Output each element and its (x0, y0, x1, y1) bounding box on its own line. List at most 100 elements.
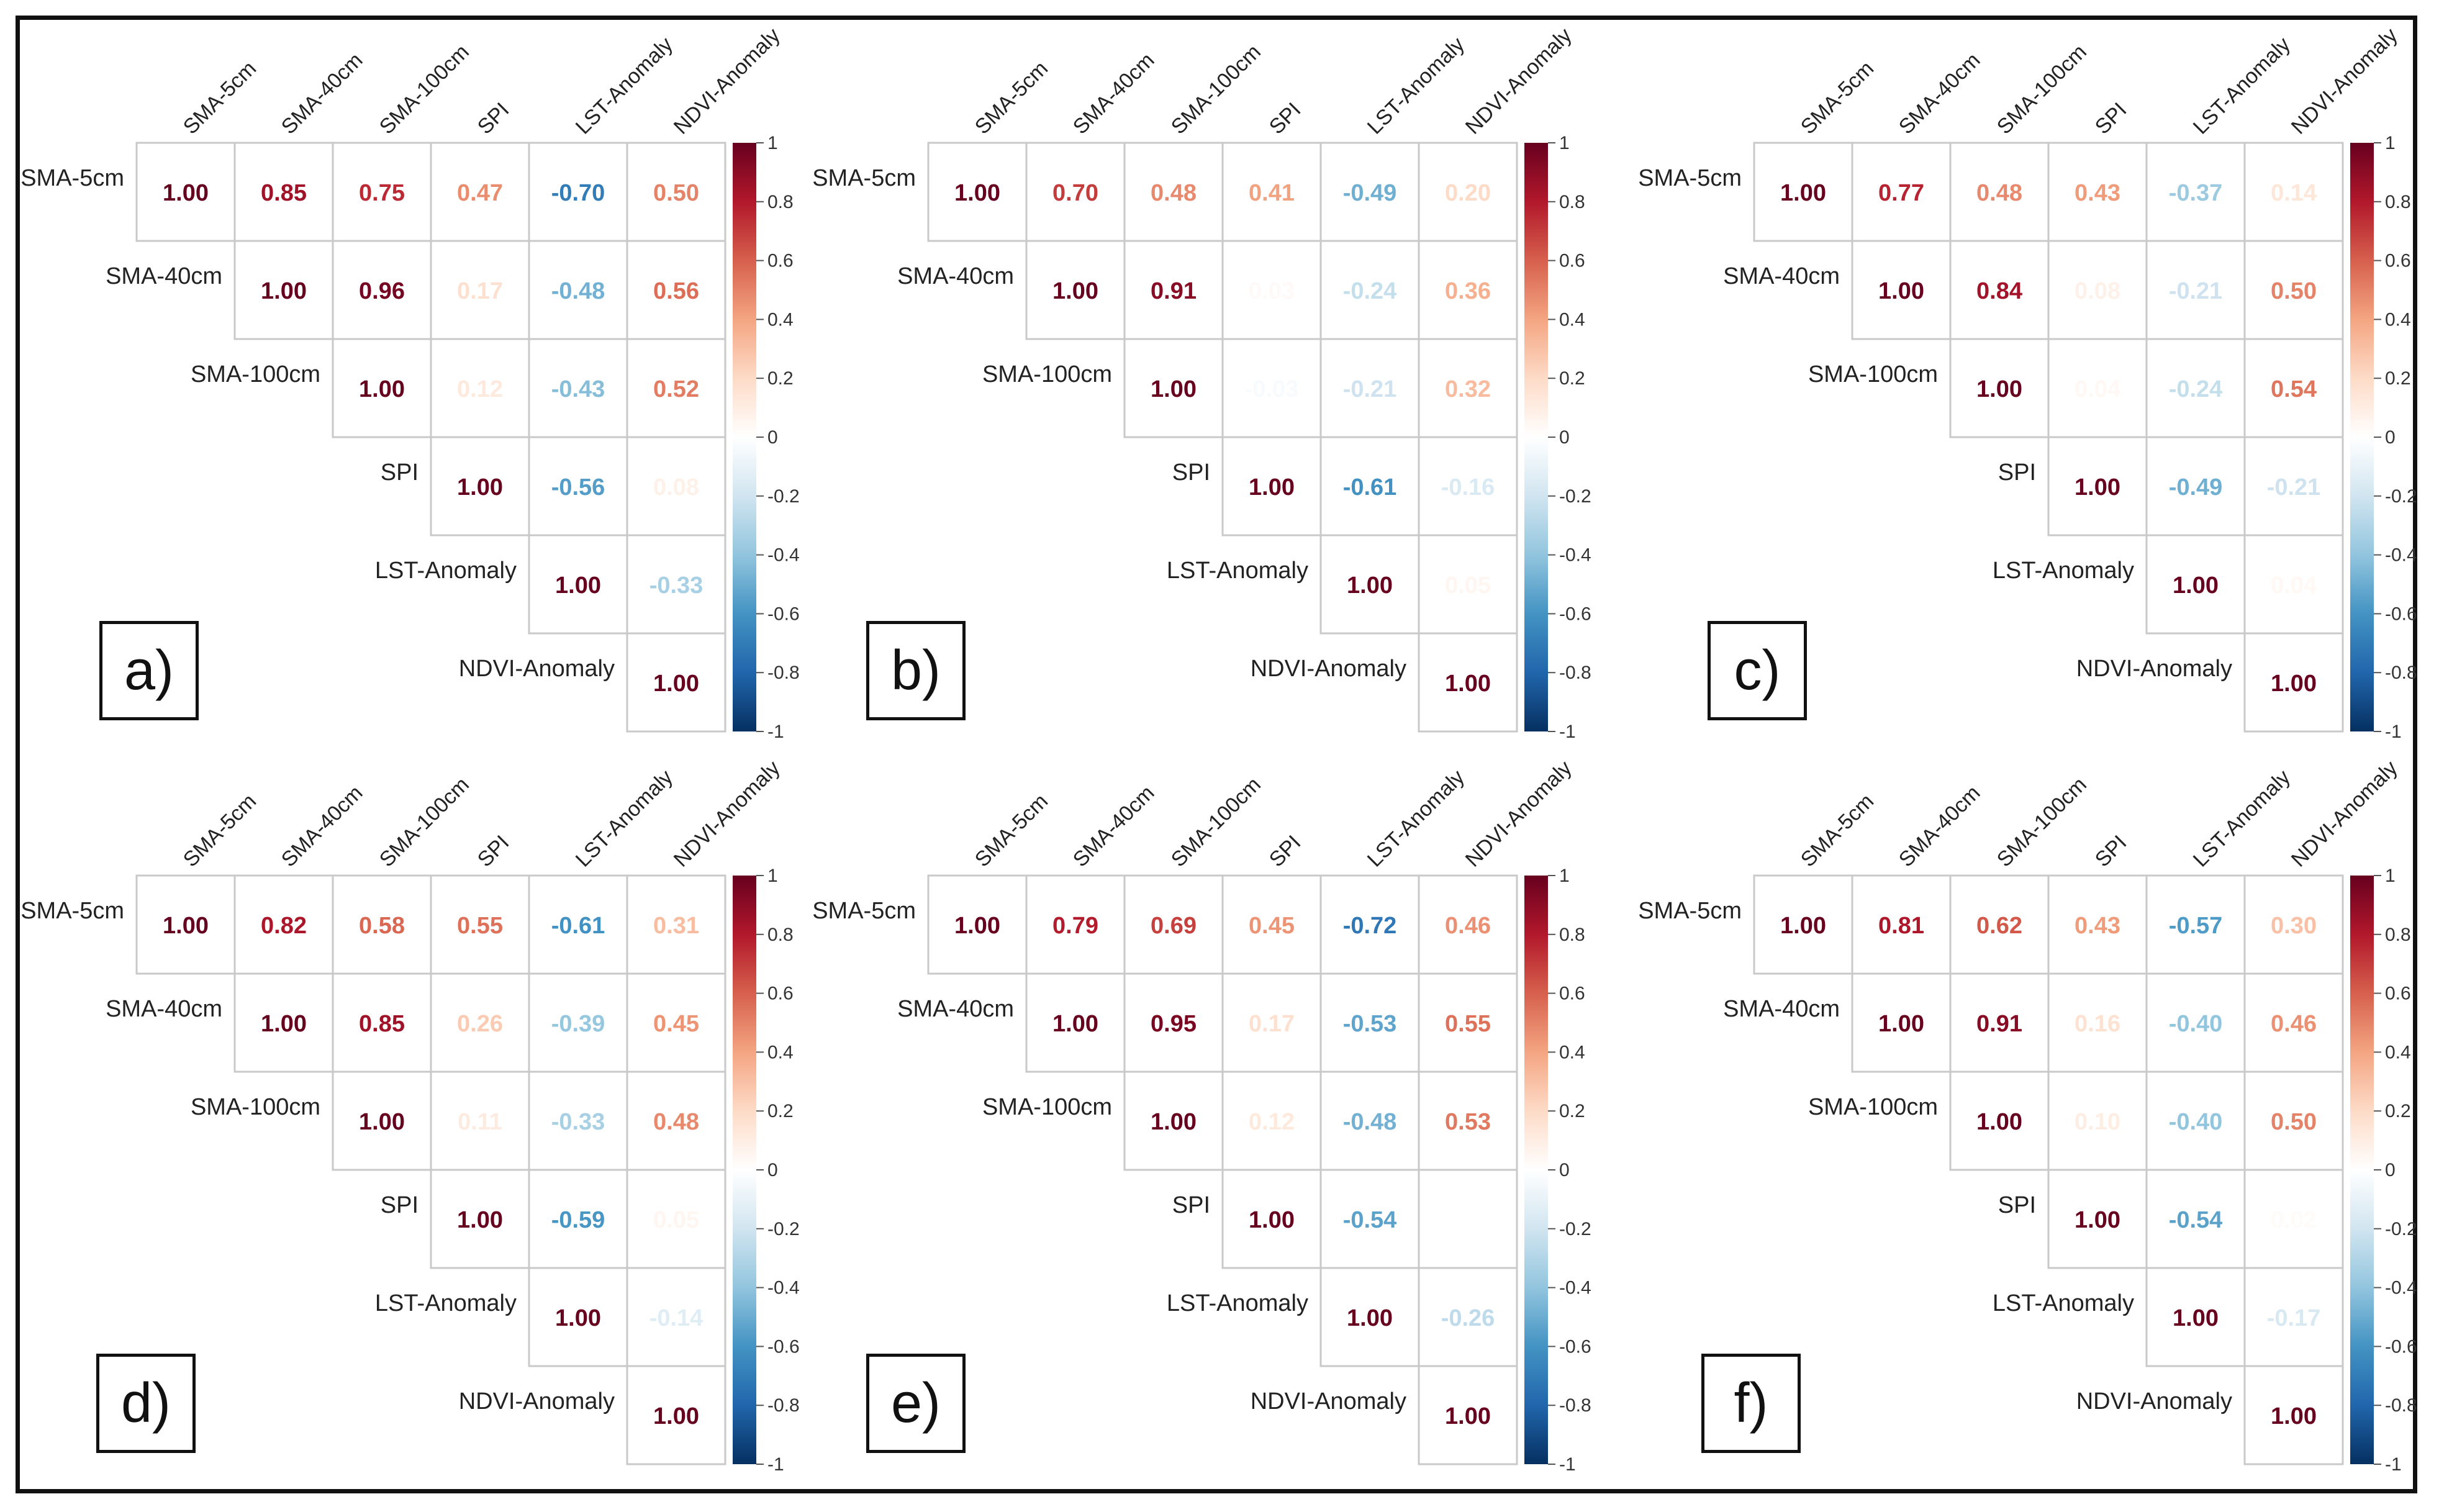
colorbar-tick-label: -0.4 (1559, 1278, 1591, 1298)
coefficient-value: 0.79 (1052, 913, 1098, 939)
grid-cell (1418, 1365, 1518, 1465)
coefficient-value: 1.00 (1052, 278, 1098, 304)
row-label: SMA-40cm (897, 996, 1014, 1022)
coefficient-value: 0.46 (1445, 913, 1491, 939)
colorbar-tick-label: 0.2 (767, 1101, 794, 1121)
coefficient-value: -0.21 (1343, 376, 1397, 402)
coefficient-value: 0.41 (1249, 180, 1295, 206)
row-label: SMA-5cm (1638, 898, 1742, 924)
column-label: SMA-5cm (1796, 57, 1878, 138)
coefficient-value: 1.00 (1780, 913, 1826, 939)
colorbar-tick-label: -0.2 (1559, 486, 1591, 507)
coefficient-value: 0.14 (2271, 180, 2317, 206)
column-label: SPI (473, 98, 514, 139)
colorbar-tick-label: -0.8 (1559, 1395, 1591, 1416)
coefficient-value: 0.85 (359, 1011, 405, 1037)
column-label: NDVI-Anomaly (2287, 24, 2402, 139)
colorbar-tick-label: -1 (767, 722, 784, 742)
colorbar-tick-label: -0.4 (2385, 545, 2417, 566)
column-label: SPI (1265, 98, 1306, 139)
colorbar-tick-label: -0.6 (1559, 604, 1591, 624)
panel-label: a) (99, 621, 199, 720)
row-label: SMA-5cm (812, 165, 916, 191)
coefficient-value: 1.00 (261, 1011, 307, 1037)
coefficient-value: 0.50 (2271, 1109, 2317, 1135)
row-label: SPI (381, 459, 419, 486)
colorbar-tick-label: -0.4 (1559, 545, 1591, 566)
coefficient-value: -0.43 (551, 376, 605, 402)
colorbar-tick-label: 0.2 (1559, 1101, 1585, 1121)
colorbar-tick-label: 0.6 (767, 251, 794, 271)
colorbar-tick-label: -0.4 (2385, 1278, 2417, 1298)
coefficient-value: 0.48 (653, 1109, 699, 1135)
coefficient-value: -0.59 (551, 1207, 605, 1233)
column-label: SMA-40cm (1894, 48, 1985, 139)
coefficient-value: 1.00 (1976, 1109, 2022, 1135)
colorbar-tick-label: 1 (2385, 866, 2396, 886)
coefficient-value: 0.55 (457, 913, 503, 939)
coefficient-value: 0.55 (1445, 1011, 1491, 1037)
row-label: LST-Anomaly (375, 1290, 517, 1316)
coefficient-value: 1.00 (359, 376, 405, 402)
colorbar (1524, 876, 1548, 1464)
coefficient-value: 0.95 (1151, 1011, 1197, 1037)
coefficient-value: -0.49 (1343, 180, 1397, 206)
panel-label: d) (96, 1354, 196, 1453)
coefficient-value: 0.00 (1445, 1207, 1491, 1233)
colorbar-tick-label: 0 (2385, 427, 2396, 448)
coefficient-value: 0.96 (359, 278, 405, 304)
coefficient-value: 1.00 (1445, 671, 1491, 697)
coefficient-value: 1.00 (2173, 573, 2219, 599)
column-label: SMA-100cm (1167, 40, 1265, 139)
coefficient-value: 1.00 (1878, 1011, 1924, 1037)
row-label: SMA-40cm (897, 263, 1014, 289)
coefficient-value: -0.24 (2169, 376, 2223, 402)
column-label: SMA-40cm (277, 48, 368, 139)
row-label: SMA-40cm (1723, 996, 1840, 1022)
column-label: SMA-100cm (1993, 40, 2091, 139)
row-label: SMA-40cm (1723, 263, 1840, 289)
coefficient-value: -0.33 (551, 1109, 605, 1135)
colorbar-tick-label: -0.6 (2385, 604, 2417, 624)
row-label: SMA-100cm (982, 361, 1112, 387)
row-label: NDVI-Anomaly (1251, 656, 1406, 682)
coefficient-value: 0.02 (2271, 1207, 2317, 1233)
coefficient-value: -0.48 (1343, 1109, 1397, 1135)
coefficient-value: 0.77 (1878, 180, 1924, 206)
colorbar-tick-label: 0.8 (1559, 192, 1585, 212)
column-label: SMA-5cm (971, 57, 1052, 138)
row-label: SMA-100cm (191, 1094, 320, 1120)
panel-label: f) (1701, 1354, 1801, 1453)
colorbar-tick-label: 0.6 (2385, 984, 2411, 1004)
coefficient-value: 0.04 (2271, 573, 2317, 599)
colorbar-tick-label: 0.6 (1559, 984, 1585, 1004)
grid-cell (626, 632, 726, 733)
coefficient-value: -0.26 (1441, 1305, 1495, 1331)
coefficient-value: -0.57 (2169, 913, 2223, 939)
coefficient-value: -0.61 (551, 913, 605, 939)
coefficient-value: 1.00 (2173, 1305, 2219, 1331)
colorbar-tick-label: -0.6 (2385, 1336, 2417, 1357)
colorbar-tick-label: -1 (1559, 1454, 1576, 1475)
column-label: SMA-100cm (375, 773, 474, 872)
coefficient-value: 0.08 (2075, 278, 2120, 304)
column-label: SMA-40cm (1069, 781, 1159, 872)
coefficient-value: 1.00 (1780, 180, 1826, 206)
panel-label: e) (866, 1354, 966, 1453)
coefficient-value: -0.03 (1245, 376, 1299, 402)
coefficient-value: 0.48 (1976, 180, 2022, 206)
coefficient-value: 1.00 (1052, 1011, 1098, 1037)
coefficient-value: 0.85 (261, 180, 307, 206)
colorbar-tick-label: -1 (767, 1454, 784, 1475)
coefficient-value: 0.17 (1249, 1011, 1295, 1037)
coefficient-value: -0.17 (2267, 1305, 2321, 1331)
row-label: SPI (1998, 1192, 2036, 1218)
row-label: NDVI-Anomaly (2076, 1388, 2232, 1415)
coefficient-value: 0.12 (1249, 1109, 1295, 1135)
colorbar-tick-label: -0.2 (1559, 1219, 1591, 1239)
coefficient-value: 0.03 (1249, 278, 1295, 304)
coefficient-value: 1.00 (1151, 376, 1197, 402)
